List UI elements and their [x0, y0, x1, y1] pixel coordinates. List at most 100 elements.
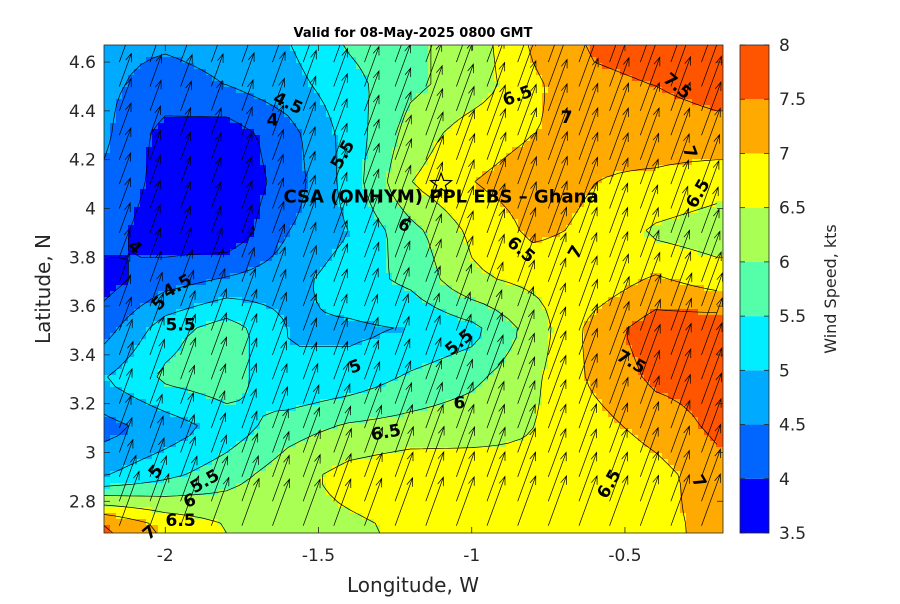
contour-cell [536, 285, 543, 292]
contour-cell [230, 147, 237, 154]
contour-cell [620, 177, 627, 184]
contour-cell [494, 255, 501, 262]
contour-cell [452, 147, 459, 154]
contour-cell [314, 141, 321, 148]
contour-cell [260, 99, 267, 106]
contour-cell [146, 69, 153, 76]
contour-cell [560, 303, 567, 310]
contour-cell [266, 141, 273, 148]
contour-cell [710, 303, 717, 310]
contour-cell [314, 261, 321, 268]
contour-cell [380, 57, 387, 64]
contour-cell [602, 81, 609, 88]
contour-cell [194, 315, 201, 322]
contour-cell [314, 309, 321, 316]
contour-cell [260, 237, 267, 244]
contour-cell [404, 81, 411, 88]
contour-cell [248, 243, 255, 250]
contour-cell [518, 291, 525, 298]
contour-cell [146, 171, 153, 178]
contour-cell [566, 189, 573, 196]
contour-cell [518, 225, 525, 232]
contour-cell [524, 327, 531, 334]
contour-cell [350, 237, 357, 244]
contour-cell [416, 321, 423, 328]
contour-cell [512, 69, 519, 76]
contour-cell [446, 255, 453, 262]
contour-cell [308, 195, 315, 202]
contour-cell [236, 195, 243, 202]
contour-cell [326, 327, 333, 334]
contour-cell [290, 141, 297, 148]
contour-cell [488, 69, 495, 76]
contour-cell [314, 159, 321, 166]
contour-cell [716, 321, 723, 328]
contour-cell [536, 129, 543, 136]
contour-cell [656, 159, 663, 166]
contour-cell [614, 207, 621, 214]
contour-cell [332, 195, 339, 202]
contour-cell [506, 141, 513, 148]
contour-cell [320, 291, 327, 298]
contour-cell [434, 201, 441, 208]
contour-cell [242, 69, 249, 76]
contour-cell [512, 147, 519, 154]
contour-cell [200, 225, 207, 232]
contour-cell [650, 99, 657, 106]
contour-cell [152, 171, 159, 178]
contour-cell [590, 201, 597, 208]
contour-cell [662, 315, 669, 322]
contour-cell [428, 153, 435, 160]
contour-cell [218, 87, 225, 94]
contour-cell [500, 141, 507, 148]
contour-cell [662, 153, 669, 160]
contour-cell [320, 45, 327, 52]
contour-cell [692, 99, 699, 106]
contour-cell [272, 153, 279, 160]
contour-cell [518, 105, 525, 112]
contour-cell [416, 177, 423, 184]
contour-cell [590, 255, 597, 262]
contour-cell [134, 153, 141, 160]
contour-cell [104, 135, 111, 142]
contour-cell [248, 279, 255, 286]
contour-cell [278, 213, 285, 220]
contour-cell [212, 117, 219, 124]
contour-cell [716, 291, 723, 298]
contour-cell [326, 225, 333, 232]
contour-cell [692, 111, 699, 118]
contour-cell [134, 51, 141, 58]
contour-cell [704, 153, 711, 160]
contour-cell [278, 171, 285, 178]
contour-cell [422, 219, 429, 226]
contour-cell [290, 195, 297, 202]
contour-cell [212, 183, 219, 190]
contour-cell [722, 291, 723, 298]
contour-cell [248, 255, 255, 262]
contour-cell [350, 117, 357, 124]
contour-cell [152, 195, 159, 202]
contour-cell [422, 57, 429, 64]
contour-cell [212, 93, 219, 100]
contour-cell [494, 237, 501, 244]
contour-cell [686, 129, 693, 136]
contour-cell [572, 327, 579, 334]
contour-cell [716, 231, 723, 238]
contour-cell [530, 75, 537, 82]
contour-cell [422, 63, 429, 70]
contour-cell [314, 63, 321, 70]
contour-cell [290, 93, 297, 100]
contour-cell [650, 87, 657, 94]
contour-cell [542, 129, 549, 136]
contour-cell [392, 111, 399, 118]
contour-cell [296, 315, 303, 322]
contour-cell [326, 303, 333, 310]
contour-cell [602, 153, 609, 160]
contour-cell [368, 63, 375, 70]
contour-cell [596, 159, 603, 166]
contour-cell [164, 111, 171, 118]
contour-cell [644, 273, 651, 280]
contour-cell [416, 135, 423, 142]
contour-cell [206, 105, 213, 112]
contour-cell [350, 159, 357, 166]
